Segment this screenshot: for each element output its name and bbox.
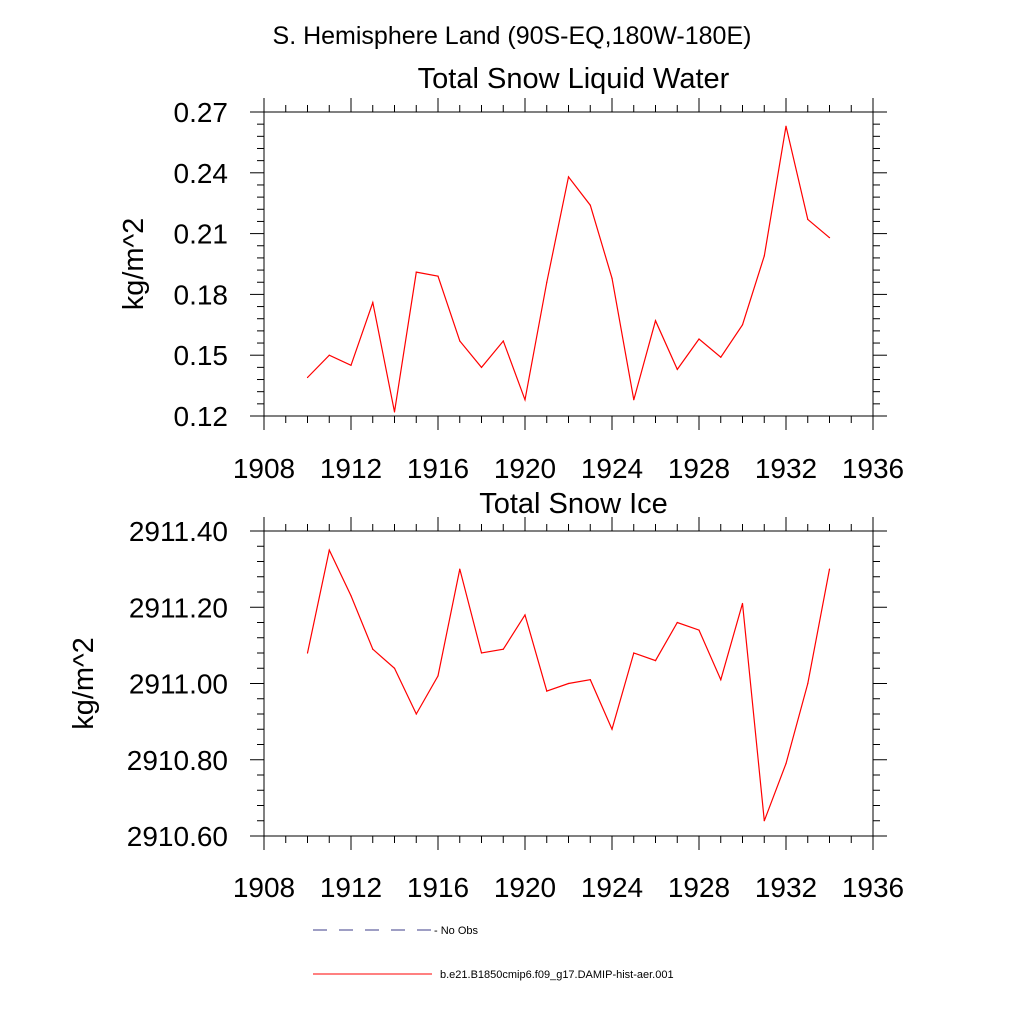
- y-tick-label: 0.27: [174, 97, 229, 128]
- data-point: [546, 281, 548, 283]
- data-point: [567, 682, 570, 685]
- data-point: [328, 354, 330, 356]
- x-tick-label: 1908: [233, 872, 295, 903]
- data-point: [828, 237, 831, 239]
- series-line: [307, 126, 830, 413]
- y-tick-label: 2910.60: [127, 821, 228, 852]
- data-point: [524, 614, 526, 616]
- data-point: [654, 320, 657, 322]
- data-point: [741, 602, 744, 605]
- legend-label-no-obs: - No Obs: [434, 925, 479, 937]
- data-point: [350, 364, 352, 366]
- y-tick-label: 0.12: [174, 401, 229, 432]
- x-tick-label: 1912: [320, 453, 382, 484]
- data-point: [676, 621, 678, 624]
- data-point: [393, 667, 396, 669]
- data-point: [524, 399, 526, 401]
- x-tick-label: 1908: [233, 453, 295, 484]
- x-tick-label: 1920: [494, 453, 556, 484]
- y-tick-label: 2910.80: [127, 745, 228, 776]
- data-point: [437, 275, 439, 277]
- data-point: [698, 629, 700, 631]
- data-point: [741, 324, 744, 326]
- data-point: [502, 340, 504, 342]
- y-axis-label: kg/m^2: [68, 637, 100, 730]
- data-point: [502, 648, 504, 650]
- x-tick-label: 1916: [407, 453, 469, 484]
- x-tick-label: 1932: [755, 453, 817, 484]
- plot-frame: [263, 111, 874, 417]
- data-point: [785, 762, 787, 765]
- data-point: [828, 568, 831, 570]
- data-point: [763, 820, 765, 822]
- data-point: [676, 368, 678, 370]
- data-point: [720, 679, 722, 681]
- data-point: [720, 356, 722, 358]
- chart-panel-snow-ice: Total Snow Ice kg/m^2 1908 1912 1916 1920 1924…: [68, 488, 904, 903]
- y-tick-label: 0.21: [174, 219, 229, 250]
- data-point: [437, 675, 439, 677]
- data-point: [763, 255, 765, 257]
- x-tick-label: 1928: [668, 453, 730, 484]
- data-point: [480, 366, 483, 368]
- y-tick-label: 2911.40: [129, 516, 228, 547]
- chart-title: Total Snow Ice: [479, 488, 668, 520]
- data-point: [807, 218, 809, 221]
- x-tick-label: 1924: [581, 453, 643, 484]
- data-point: [546, 690, 548, 692]
- data-point: [415, 713, 417, 715]
- x-tick-label: 1932: [755, 872, 817, 903]
- y-tick-label: 0.15: [174, 340, 229, 371]
- data-point: [372, 301, 374, 304]
- data-point: [611, 728, 613, 730]
- y-tick-label: 2911.00: [129, 669, 228, 700]
- data-point: [393, 411, 396, 413]
- data-point: [807, 682, 809, 685]
- legend: - No Obs b.e21.B1850cmip6.f09_g17.DAMIP-…: [313, 925, 674, 981]
- data-point: [480, 652, 483, 654]
- x-tick-label: 1928: [668, 872, 730, 903]
- data-point: [611, 277, 613, 279]
- figure-suptitle: S. Hemisphere Land (90S-EQ,180W-180E): [273, 22, 752, 50]
- y-axis-label: kg/m^2: [118, 218, 150, 311]
- data-point: [459, 568, 461, 570]
- data-point: [698, 338, 700, 340]
- data-point: [654, 660, 657, 662]
- x-tick-label: 1912: [320, 872, 382, 903]
- data-point: [589, 679, 591, 681]
- x-tick-label: 1936: [842, 453, 904, 484]
- chart-title: Total Snow Liquid Water: [418, 63, 730, 95]
- y-tick-label: 0.24: [174, 158, 229, 189]
- data-point: [459, 340, 461, 342]
- x-tick-label: 1916: [407, 872, 469, 903]
- data-point: [633, 652, 635, 654]
- chart-panel-snow-liquid-water: Total Snow Liquid Water kg/m^2 1908 1912 191…: [118, 63, 904, 484]
- series-line: [306, 548, 831, 822]
- data-point: [372, 648, 374, 650]
- data-point: [633, 399, 635, 401]
- y-tick-label: 2911.20: [129, 592, 228, 623]
- data-point: [306, 376, 309, 379]
- data-point: [350, 595, 352, 597]
- x-tick-label: 1924: [581, 872, 643, 903]
- x-tick-label: 1920: [494, 872, 556, 903]
- x-tick-label: 1936: [842, 872, 904, 903]
- legend-label-model-run: b.e21.B1850cmip6.f09_g17.DAMIP-hist-aer.…: [440, 969, 674, 981]
- data-point: [306, 652, 309, 654]
- data-point: [328, 549, 330, 551]
- y-tick-label: 0.18: [174, 279, 229, 310]
- data-point: [785, 125, 787, 127]
- data-point: [589, 204, 591, 206]
- data-point: [567, 176, 570, 178]
- data-point: [415, 271, 417, 273]
